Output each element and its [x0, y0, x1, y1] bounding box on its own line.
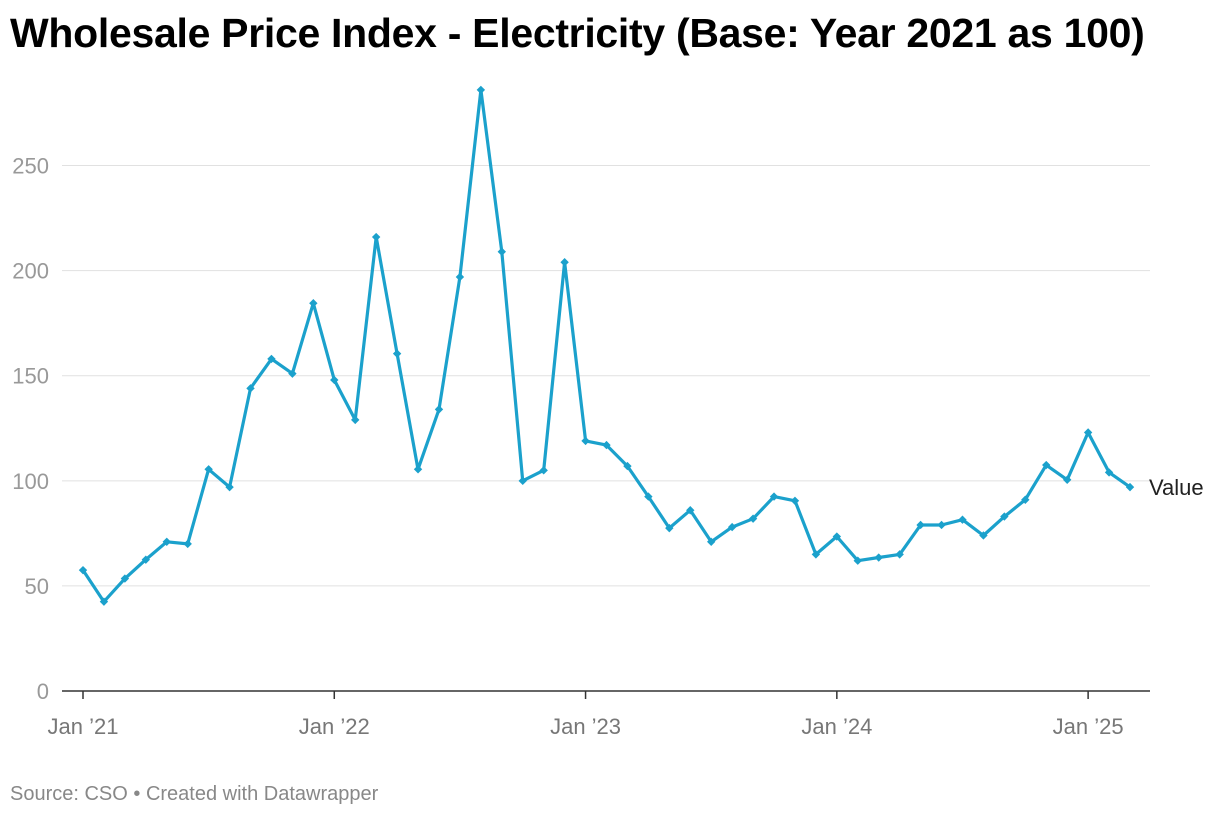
data-point	[476, 85, 486, 95]
data-point	[204, 465, 213, 474]
data-point	[853, 556, 862, 565]
series-value	[78, 85, 1135, 606]
series-label: Value	[1149, 475, 1204, 500]
data-point	[225, 482, 234, 492]
data-point	[330, 375, 339, 385]
data-point	[790, 496, 800, 505]
data-point	[162, 537, 171, 546]
data-point	[120, 574, 130, 583]
x-tick-label: Jan ’25	[1053, 714, 1124, 739]
data-point	[874, 553, 883, 562]
data-point	[560, 258, 569, 267]
y-tick-label: 50	[25, 574, 49, 599]
data-point	[246, 384, 255, 393]
data-point	[581, 436, 590, 446]
data-point	[309, 299, 318, 308]
x-tick-label: Jan ’21	[48, 714, 119, 739]
data-point	[392, 349, 402, 358]
data-point	[644, 492, 653, 501]
series-labels: Value	[1149, 475, 1204, 500]
data-point	[832, 532, 842, 541]
chart-title: Wholesale Price Index - Electricity (Bas…	[10, 10, 1145, 56]
data-point	[99, 597, 109, 606]
data-point	[895, 550, 904, 559]
data-point	[141, 555, 151, 564]
x-tick-label: Jan ’24	[801, 714, 872, 739]
data-point	[371, 232, 381, 242]
y-tick-label: 0	[37, 679, 49, 704]
data-point	[539, 466, 548, 475]
data-point	[707, 537, 716, 546]
data-point	[413, 465, 423, 474]
data-point	[1021, 495, 1030, 504]
data-point	[455, 272, 465, 282]
data-point	[937, 520, 946, 530]
data-point	[665, 523, 674, 533]
x-axis: Jan ’21 Jan ’22 Jan ’23 Jan ’24 Jan ’25	[48, 690, 1150, 739]
data-point	[979, 531, 988, 540]
y-tick-label: 250	[12, 154, 49, 179]
series-line	[81, 88, 1132, 604]
data-point	[686, 506, 695, 515]
y-tick-label: 100	[12, 469, 49, 494]
y-axis-tick-labels: 0 50 100 150 200 250	[12, 154, 49, 704]
data-point	[497, 247, 506, 256]
data-point	[183, 539, 192, 549]
data-point	[602, 440, 611, 450]
data-point	[78, 565, 88, 575]
data-point	[288, 369, 297, 378]
data-point	[811, 550, 821, 559]
data-point	[727, 522, 737, 532]
gridlines	[62, 165, 1150, 587]
x-tick-label: Jan ’23	[550, 714, 621, 739]
data-point	[916, 520, 925, 530]
data-point	[434, 405, 444, 414]
data-point	[623, 461, 632, 471]
y-tick-label: 200	[12, 259, 49, 284]
data-point	[267, 354, 276, 364]
data-point	[351, 415, 360, 425]
data-point	[1062, 475, 1072, 484]
data-point	[1042, 460, 1051, 470]
data-point	[769, 492, 779, 501]
data-point	[1000, 512, 1009, 521]
x-tick-label: Jan ’22	[299, 714, 370, 739]
data-point	[958, 515, 967, 524]
source-footer: Source: CSO • Created with Datawrapper	[10, 783, 379, 805]
data-point	[1125, 482, 1135, 492]
data-point	[1104, 468, 1114, 477]
data-point	[1083, 428, 1093, 437]
data-point	[748, 514, 758, 523]
y-tick-label: 150	[12, 364, 49, 389]
data-point	[518, 476, 527, 486]
